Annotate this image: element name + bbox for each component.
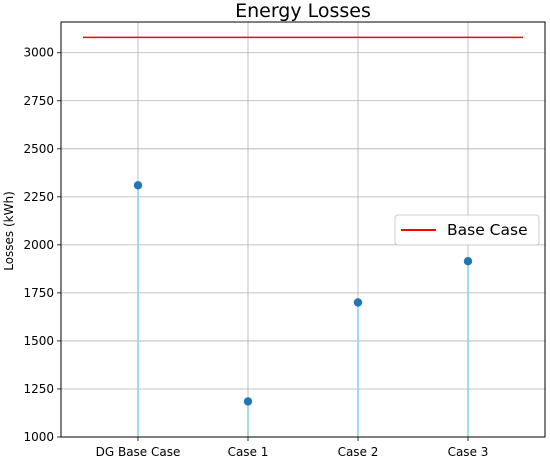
legend: Base Case: [394, 214, 540, 246]
y-axis-ticks: 1000 1250 1500 1750 2000 2250 2500 2750 3000: [23, 46, 61, 444]
x-tick-label: Case 2: [338, 445, 379, 459]
stem-marker: [353, 298, 363, 307]
y-tick-label: 2500: [23, 142, 54, 156]
y-tick-label: 2750: [23, 94, 54, 108]
y-tick-label: 1500: [23, 334, 54, 348]
stem-marker: [133, 181, 143, 190]
x-axis-ticks: DG Base Case Case 1 Case 2 Case 3: [96, 437, 489, 459]
y-tick-label: 1750: [23, 286, 54, 300]
x-tick-label: Case 1: [228, 445, 269, 459]
x-tick-label: Case 3: [448, 445, 489, 459]
x-tick-label: DG Base Case: [96, 445, 181, 459]
y-axis-label: Losses (kWh): [2, 191, 16, 271]
y-tick-label: 2250: [23, 190, 54, 204]
legend-label-base-case: Base Case: [447, 221, 528, 239]
y-tick-label: 2000: [23, 238, 54, 252]
stem-marker: [243, 397, 253, 406]
y-tick-label: 1000: [23, 430, 54, 444]
chart-title: Energy Losses: [235, 0, 371, 22]
y-tick-label: 3000: [23, 46, 54, 60]
legend-box: [394, 214, 540, 246]
y-tick-label: 1250: [23, 382, 54, 396]
stem-series: [133, 181, 473, 437]
plot-area-frame: [60, 21, 546, 438]
stem-marker: [463, 257, 473, 266]
